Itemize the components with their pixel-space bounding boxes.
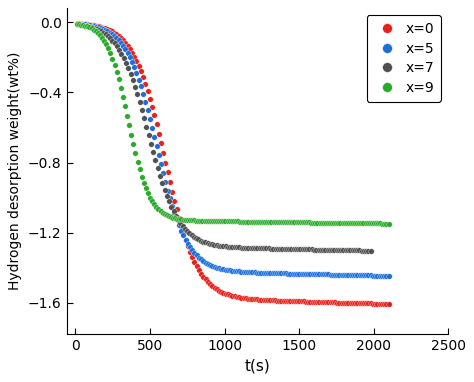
x=5 xyxy=(107,30,112,35)
x=9 xyxy=(237,219,243,224)
x=7 xyxy=(284,247,290,251)
x=0 xyxy=(229,293,235,298)
x=0 xyxy=(75,21,81,26)
Line: x=5: x=5 xyxy=(76,21,392,279)
x=0 xyxy=(386,302,392,306)
X-axis label: t(s): t(s) xyxy=(245,359,270,374)
x=7 xyxy=(234,245,240,249)
x=5 xyxy=(75,21,81,26)
x=7 xyxy=(368,248,374,253)
x=9 xyxy=(74,22,80,26)
x=0 xyxy=(87,22,92,27)
x=5 xyxy=(386,274,392,278)
x=7 xyxy=(75,22,81,27)
x=7 xyxy=(331,248,337,252)
x=9 xyxy=(250,219,255,224)
x=5 xyxy=(93,24,99,29)
Line: x=9: x=9 xyxy=(74,21,392,227)
x=9 xyxy=(290,220,295,225)
x=5 xyxy=(87,23,92,28)
Line: x=0: x=0 xyxy=(76,21,392,307)
x=5 xyxy=(229,269,235,273)
x=0 xyxy=(93,24,99,28)
x=0 xyxy=(107,28,112,32)
x=9 xyxy=(176,217,182,221)
x=7 xyxy=(322,248,328,252)
x=9 xyxy=(198,219,203,223)
x=9 xyxy=(331,220,337,225)
x=5 xyxy=(131,65,137,70)
x=0 xyxy=(131,54,137,59)
x=0 xyxy=(381,302,387,306)
x=5 xyxy=(381,274,387,278)
x=7 xyxy=(89,25,95,30)
x=9 xyxy=(386,221,392,226)
Line: x=7: x=7 xyxy=(76,22,374,254)
x=7 xyxy=(343,248,348,253)
Legend: x=0, x=5, x=7, x=9: x=0, x=5, x=7, x=9 xyxy=(366,15,441,102)
Y-axis label: Hydrogen desorption weight(wt%): Hydrogen desorption weight(wt%) xyxy=(9,52,22,290)
